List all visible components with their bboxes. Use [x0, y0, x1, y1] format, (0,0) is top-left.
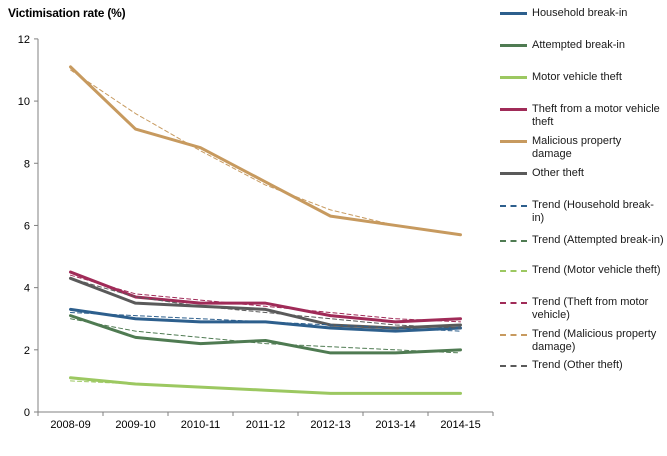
line-trend-malicious-property-damage [70, 69, 461, 236]
legend-label: Trend (Attempted break-in) [532, 234, 664, 246]
legend-item-malicious-property-damage: Malicious property damage [500, 135, 664, 161]
legend-label: Trend (Malicious property damage) [532, 328, 657, 353]
chart-title: Victimisation rate (%) [8, 6, 126, 20]
y-tick-label: 10 [18, 96, 30, 108]
line-attempted-break-in [69, 314, 462, 355]
legend-item-other-theft: Other theft [500, 167, 664, 180]
legend-item-attempted-break-in: Attempted break-in [500, 39, 664, 52]
line-theft-from-a-motor-vehicle-theft [69, 270, 462, 324]
line-household-break-in [69, 307, 462, 333]
line-trend-household-break-in [70, 312, 461, 332]
legend-label: Motor vehicle theft [532, 71, 622, 83]
line-motor-vehicle-theft [69, 376, 462, 395]
legend-swatch-malicious-property-damage [500, 140, 527, 143]
legend-item-trend-other-theft: Trend (Other theft) [500, 359, 664, 372]
x-tick-label: 2008-09 [50, 419, 90, 431]
x-tick-label: 2013-14 [375, 419, 415, 431]
x-tick-label: 2010-11 [181, 419, 221, 431]
x-tick-label: 2011-12 [246, 419, 286, 431]
legend-swatch-theft-from-motor-vehicle [500, 108, 527, 111]
x-tick-label: 2014-15 [440, 419, 480, 431]
legend-item-trend-motor-vehicle-theft: Trend (Motor vehicle theft) [500, 264, 664, 277]
legend-swatch-household-break-in [500, 12, 527, 15]
y-tick-label: 12 [18, 34, 30, 46]
legend-swatch-trend-malicious-property-damage [500, 334, 527, 336]
y-tick-label: 8 [24, 158, 30, 170]
chart-legend: Household break-in Attempted break-in Mo… [500, 0, 666, 456]
y-tick-label: 6 [24, 220, 30, 232]
legend-item-trend-attempted-break-in: Trend (Attempted break-in) [500, 234, 664, 247]
line-malicious-property-damage [69, 65, 462, 237]
legend-label: Attempted break-in [532, 39, 625, 51]
legend-swatch-motor-vehicle-theft [500, 76, 527, 79]
line-trend-attempted-break-in [70, 318, 461, 354]
legend-item-motor-vehicle-theft: Motor vehicle theft [500, 71, 664, 84]
legend-label: Trend (Motor vehicle theft) [532, 264, 661, 276]
legend-swatch-attempted-break-in [500, 44, 527, 47]
line-trend-other-theft [70, 277, 461, 329]
legend-swatch-trend-other-theft [500, 365, 527, 367]
y-tick-label: 2 [24, 345, 30, 357]
legend-item-trend-theft-from-motor-vehicle: Trend (Theft from motor vehicle) [500, 296, 664, 322]
legend-swatch-other-theft [500, 172, 527, 175]
legend-label: Other theft [532, 167, 584, 179]
legend-label: Theft from a motor vehicle theft [532, 103, 660, 128]
legend-label: Trend (Household break-in) [532, 199, 654, 224]
legend-item-trend-household-break-in: Trend (Household break-in) [500, 199, 664, 225]
line-trend-motor-vehicle-theft [70, 380, 461, 394]
legend-label: Malicious property damage [532, 135, 622, 160]
legend-swatch-trend-theft-from-motor-vehicle [500, 302, 527, 304]
legend-swatch-trend-household-break-in [500, 205, 527, 207]
y-tick-label: 4 [24, 283, 30, 295]
line-trend-theft-from-motor-vehicle [70, 274, 461, 323]
legend-item-trend-malicious-property-damage: Trend (Malicious property damage) [500, 328, 664, 354]
legend-label: Household break-in [532, 7, 628, 19]
y-tick-label: 0 [24, 407, 30, 419]
legend-item-theft-from-motor-vehicle: Theft from a motor vehicle theft [500, 103, 664, 129]
x-tick-label: 2009-10 [115, 419, 155, 431]
legend-item-household-break-in: Household break-in [500, 7, 664, 20]
legend-swatch-trend-motor-vehicle-theft [500, 270, 527, 272]
legend-label: Trend (Theft from motor vehicle) [532, 296, 649, 321]
legend-swatch-trend-attempted-break-in [500, 240, 527, 242]
x-tick-label: 2012-13 [310, 419, 350, 431]
legend-label: Trend (Other theft) [532, 359, 623, 371]
